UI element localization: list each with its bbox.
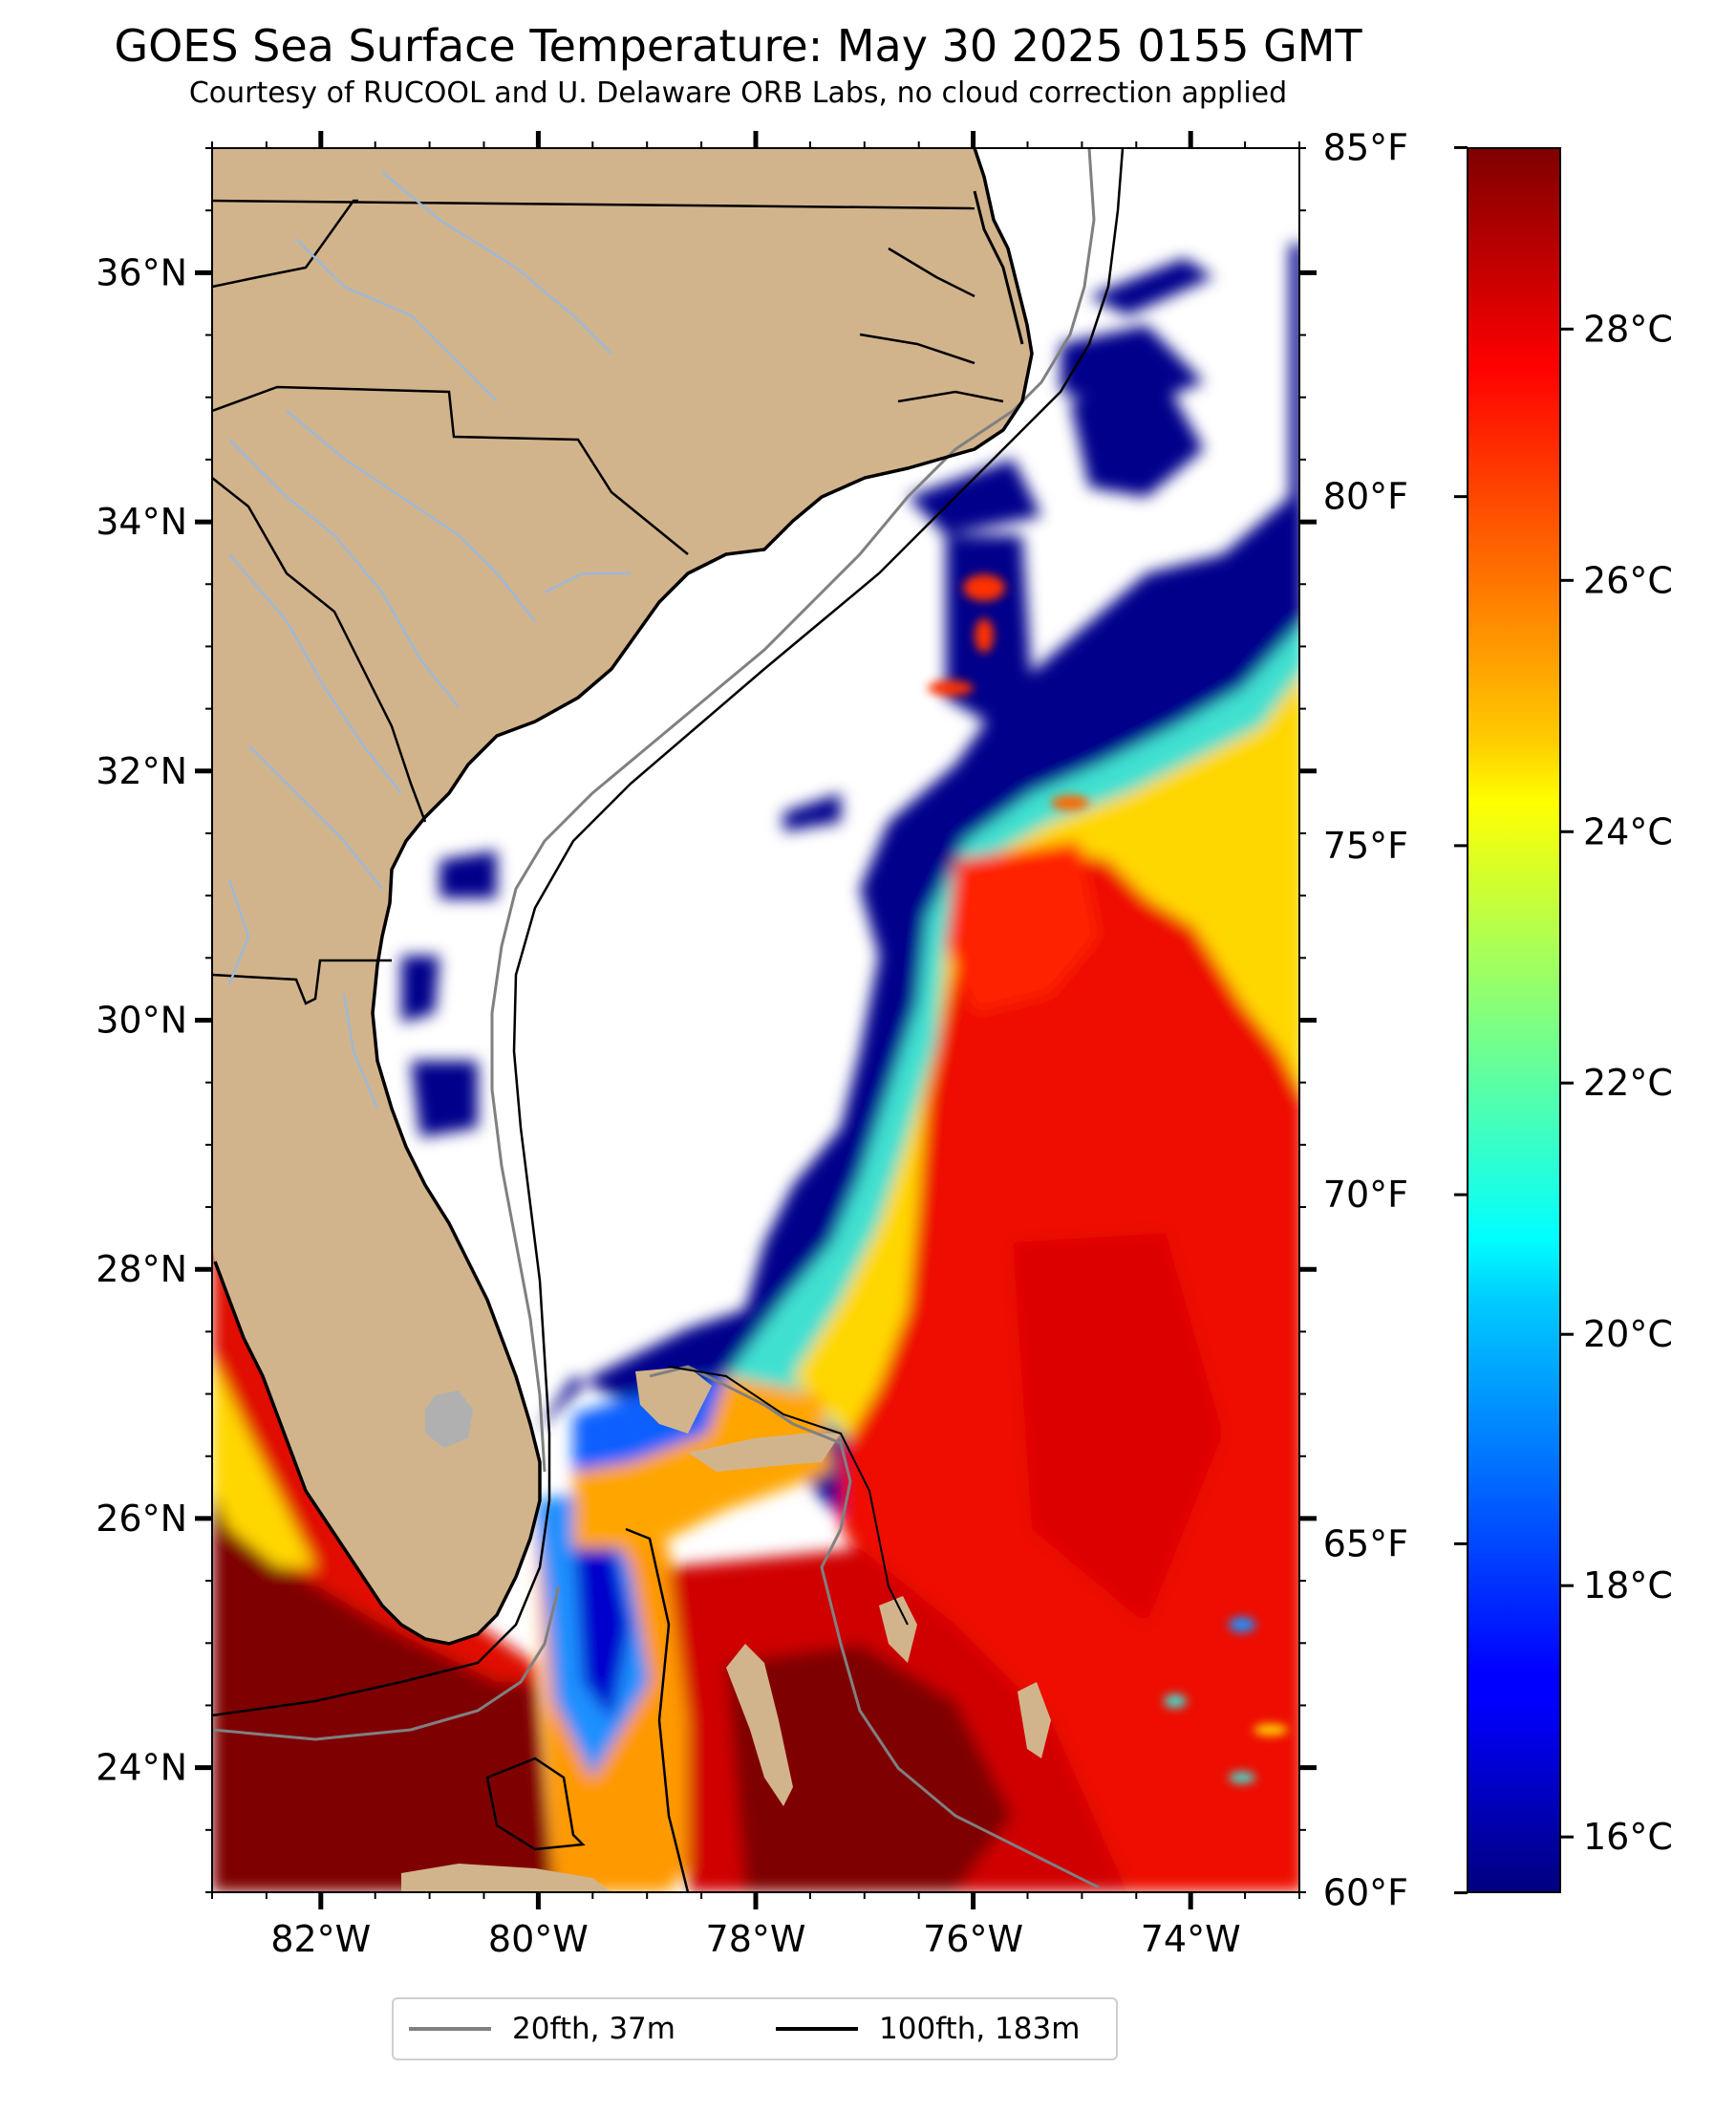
lon-tick-label: 76°W: [923, 1918, 1023, 1960]
lake-okeechobee: [425, 1391, 473, 1448]
map-area: [212, 148, 1299, 1892]
colorbar: [1467, 147, 1561, 1893]
fahrenheit-tick-label: 85°F: [1323, 126, 1408, 168]
fahrenheit-tick-label: 80°F: [1323, 476, 1408, 518]
celsius-tick-label: 26°C: [1583, 559, 1673, 601]
land: [212, 148, 1051, 1892]
state-borders: [212, 199, 975, 1005]
latitude-axis-right: [1299, 147, 1317, 1893]
fahrenheit-tick-label: 75°F: [1323, 825, 1408, 867]
colorbar-celsius-axis: 28°C 26°C 24°C 22°C 20°C 18°C 16°C: [1560, 308, 1673, 1858]
legend-swatch-20fth: [409, 2027, 491, 2031]
legend-label-20fth: 20fth, 37m: [512, 2012, 675, 2046]
lat-tick-label: 30°N: [96, 1000, 187, 1042]
lon-tick-label: 82°W: [270, 1918, 371, 1960]
chart-subtitle: Courtesy of RUCOOL and U. Delaware ORB L…: [188, 76, 1288, 110]
legend-swatch-100fth: [776, 2027, 858, 2031]
fahrenheit-tick-label: 60°F: [1323, 1872, 1408, 1914]
rivers: [227, 171, 631, 1110]
lat-tick-label: 34°N: [96, 501, 187, 543]
contour-legend: 20fth, 37m 100fth, 183m: [392, 1997, 1118, 2060]
legend-item-20fth: 20fth, 37m: [409, 1999, 675, 2059]
lat-tick-label: 28°N: [96, 1248, 187, 1290]
lat-tick-label: 32°N: [96, 750, 187, 792]
lat-tick-label: 36°N: [96, 251, 187, 293]
celsius-tick-label: 16°C: [1583, 1816, 1673, 1858]
outer-banks: [973, 190, 1024, 345]
longitude-axis-bottom: 82°W 80°W 78°W 76°W 74°W: [211, 1892, 1300, 1960]
chart-title: GOES Sea Surface Temperature: May 30 202…: [114, 20, 1362, 72]
lat-tick-label: 26°N: [96, 1498, 187, 1540]
lon-tick-label: 74°W: [1141, 1918, 1241, 1960]
depth-contours: [212, 148, 1125, 1892]
lon-tick-label: 80°W: [488, 1918, 589, 1960]
longitude-axis-top: [211, 131, 1300, 148]
celsius-tick-label: 24°C: [1583, 810, 1673, 852]
celsius-tick-label: 18°C: [1583, 1564, 1673, 1606]
celsius-tick-label: 22°C: [1583, 1062, 1673, 1104]
fahrenheit-tick-label: 70°F: [1323, 1174, 1408, 1216]
sounds-outline: [859, 247, 1004, 403]
legend-item-100fth: 100fth, 183m: [776, 1999, 1080, 2059]
fahrenheit-tick-label: 65°F: [1323, 1522, 1408, 1564]
sst-field: [212, 244, 1299, 1892]
coastline: [213, 148, 1034, 1646]
lon-tick-label: 78°W: [706, 1918, 806, 1960]
latitude-axis-left: 36°N 34°N 32°N 30°N 28°N 26°N 24°N: [96, 147, 212, 1893]
legend-label-100fth: 100fth, 183m: [879, 2012, 1081, 2046]
lat-tick-label: 24°N: [96, 1747, 187, 1789]
colorbar-fahrenheit-axis: 85°F 80°F 75°F 70°F 65°F 60°F: [1323, 126, 1468, 1914]
celsius-tick-label: 20°C: [1583, 1313, 1673, 1355]
celsius-tick-label: 28°C: [1583, 308, 1673, 350]
